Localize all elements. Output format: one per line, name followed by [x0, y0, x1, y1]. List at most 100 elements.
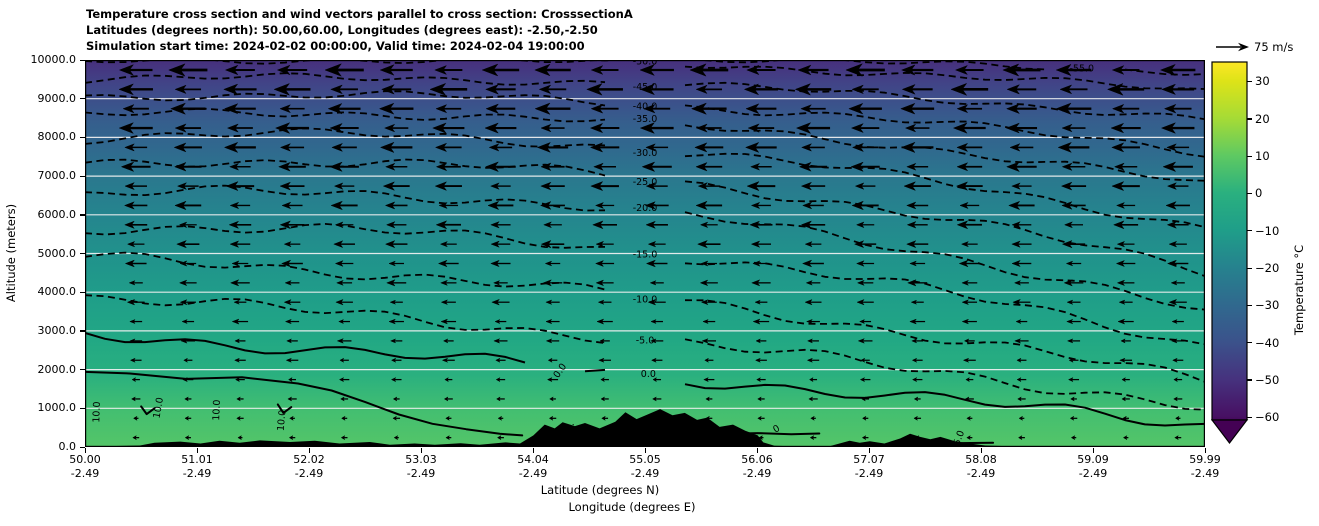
wind-arrow [540, 162, 565, 172]
wind-arrow [589, 142, 620, 153]
wind-arrow [1170, 280, 1185, 286]
contour-line--55c [576, 60, 1205, 76]
wind-arrow [176, 240, 200, 249]
wind-arrow [118, 64, 153, 76]
wind-arrow [909, 318, 926, 325]
wind-arrow [862, 415, 869, 421]
wind-arrow [440, 299, 456, 306]
wind-arrow [178, 279, 197, 287]
wind-arrow [1111, 103, 1140, 114]
wind-arrow [850, 123, 880, 134]
y-tick-mark [80, 369, 85, 371]
wind-arrow [750, 201, 771, 210]
wind-arrow [590, 65, 619, 75]
wind-arrow [794, 83, 832, 96]
wind-arrow [1009, 143, 1034, 152]
wind-arrow [131, 396, 141, 402]
colorbar-gradient [1211, 61, 1248, 421]
x-tick-latitude: 53.03 [405, 453, 437, 466]
wind-arrow [1166, 182, 1189, 190]
contour-line--15c [85, 223, 1205, 346]
wind-arrow [381, 84, 412, 95]
wind-arrow [543, 221, 562, 229]
wind-arrow [593, 162, 616, 171]
wind-arrow [235, 377, 245, 383]
x-tick-latitude: 52.02 [293, 453, 325, 466]
wind-arrow [549, 396, 556, 402]
wind-arrow [288, 376, 297, 383]
wind-arrow [1112, 220, 1139, 230]
wind-arrow [960, 241, 978, 248]
wind-arrow [589, 122, 620, 134]
wind-arrow [434, 65, 463, 75]
wind-arrow [950, 82, 989, 96]
wind-arrow [962, 357, 976, 363]
wind-arrow [650, 319, 663, 325]
wind-arrow [176, 182, 199, 191]
wind-arrow [1065, 260, 1082, 267]
wind-arrow [804, 241, 822, 248]
plot-area: -55.0-50.0-45.0-40.0-35.0-30.0-25.0-20.0… [85, 60, 1205, 447]
wind-arrow [333, 240, 355, 249]
wind-arrow [961, 299, 978, 306]
wind-arrow [493, 338, 508, 344]
wind-arrow [333, 182, 355, 190]
wind-arrow [1066, 318, 1081, 325]
wind-arrow [645, 220, 668, 229]
wind-arrow [1172, 357, 1184, 363]
wind-arrow [435, 162, 461, 172]
wind-arrow [961, 318, 977, 325]
y-tick-label: 10000.0 [30, 53, 77, 66]
wind-arrow [650, 357, 663, 363]
wind-arrow [594, 201, 615, 209]
x-tick-longitude: -2.49 [406, 467, 436, 480]
wind-arrow [173, 161, 202, 172]
wind-arrow [179, 260, 197, 267]
wind-arrow [229, 279, 250, 287]
wind-arrow [225, 181, 255, 192]
wind-arrow [123, 201, 148, 210]
wind-arrow [702, 319, 716, 325]
wind-arrow [437, 259, 459, 268]
wind-arrow [392, 415, 401, 421]
x-tick-mark [644, 448, 646, 453]
wind-arrow [181, 319, 195, 325]
x-tick-mark [308, 448, 310, 453]
contour-label: -25.0 [633, 177, 658, 188]
wind-arrow [1168, 240, 1187, 248]
wind-arrow [1111, 181, 1140, 192]
wind-arrow [281, 259, 303, 268]
wind-arrow [754, 299, 768, 305]
y-tick-mark [80, 407, 85, 410]
wind-arrow [329, 122, 359, 134]
wind-arrow [495, 376, 506, 383]
wind-arrow [1165, 201, 1190, 210]
wind-arrow [330, 84, 358, 95]
wind-arrow [1005, 103, 1037, 115]
wind-arrow [390, 338, 403, 344]
wind-arrow [389, 299, 403, 305]
wind-arrow [954, 64, 984, 76]
wind-arrow [1063, 221, 1084, 229]
y-tick-mark [80, 446, 85, 448]
wind-arrow [283, 299, 301, 306]
contour-label: 10.0 [152, 396, 167, 419]
wind-arrow [757, 396, 765, 402]
colorbar-tick-label: −10 [1255, 223, 1280, 238]
wind-arrow [334, 221, 354, 229]
contour-line--20c [85, 184, 1205, 311]
wind-arrow [540, 239, 565, 249]
wind-arrow [809, 376, 818, 383]
wind-arrow [1011, 182, 1032, 190]
x-tick-longitude: -2.49 [518, 467, 548, 480]
wind-arrow [699, 279, 718, 287]
contour-fragment-10c [276, 403, 293, 414]
contour-label: -10.0 [633, 295, 658, 306]
x-tick-longitude: -2.49 [966, 467, 996, 480]
wind-arrow [1018, 415, 1025, 421]
wind-arrow [695, 123, 722, 133]
colorbar-tick-mark [1247, 230, 1252, 232]
wind-arrow [697, 182, 720, 191]
wind-arrow [1110, 122, 1141, 134]
contour-line--5c [85, 294, 1205, 411]
